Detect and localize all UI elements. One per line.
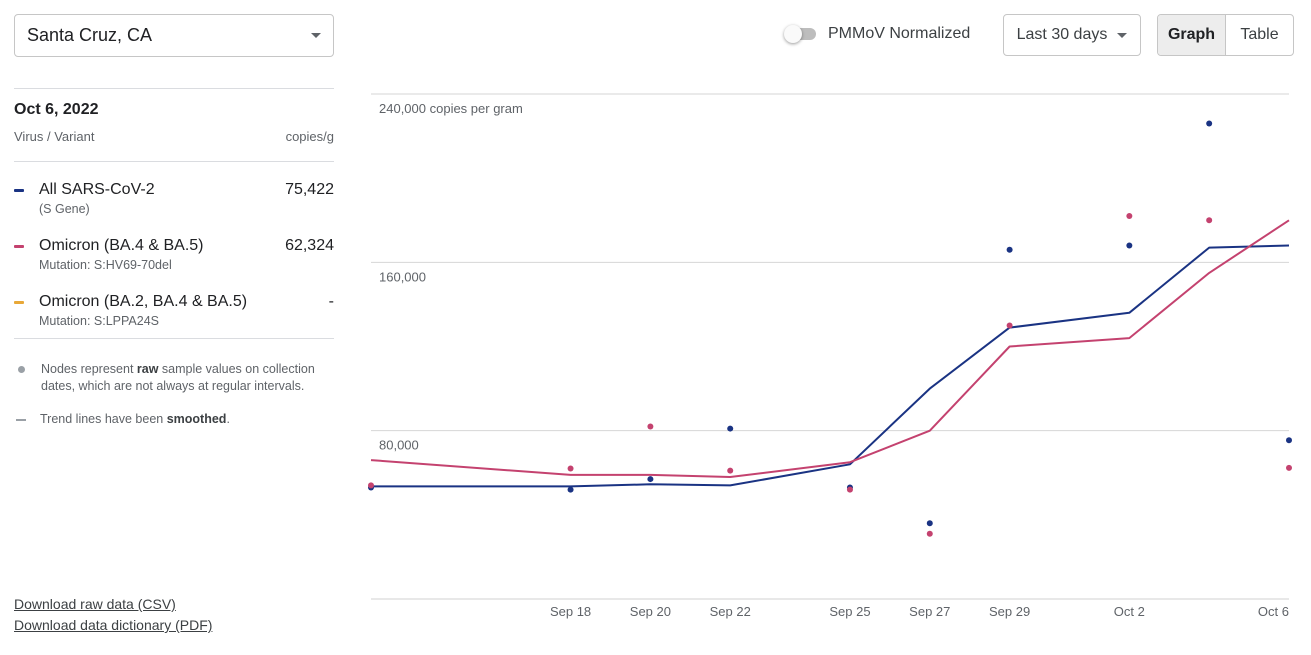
toggle-track[interactable] — [784, 25, 816, 43]
y-tick-label: 80,000 — [379, 438, 419, 453]
date-range-select[interactable]: Last 30 days — [1003, 14, 1141, 56]
variant-name: Omicron (BA.2, BA.4 & BA.5) — [39, 293, 248, 310]
data-point-series-1-2 — [647, 423, 654, 430]
variant-row-all-sars-cov-2[interactable]: All SARS-CoV-2 (S Gene) 75,422 — [14, 180, 334, 236]
note-text: sample values on collection dates, which… — [41, 362, 315, 393]
line-icon — [16, 419, 26, 421]
variant-name: Omicron (BA.4 & BA.5) — [39, 237, 204, 254]
x-tick-label: Sep 29 — [989, 604, 1030, 619]
date-range-value: Last 30 days — [1016, 26, 1108, 43]
legend-swatch-icon — [14, 245, 24, 248]
y-tick-label: 160,000 — [379, 269, 426, 284]
variant-row-omicron-ba4-ba5[interactable]: Omicron (BA.4 & BA.5) Mutation: S:HV69-7… — [14, 236, 334, 292]
data-point-series-1-1 — [567, 465, 574, 472]
data-point-series-1-3 — [727, 467, 734, 474]
variant-value: 62,324 — [285, 237, 334, 254]
data-point-series-0-7 — [1126, 242, 1133, 249]
chevron-down-icon — [1117, 32, 1128, 38]
variant-value: - — [328, 293, 334, 310]
download-pdf-link[interactable]: Download data dictionary (PDF) — [14, 617, 213, 633]
data-point-series-1-9 — [1286, 464, 1292, 471]
chart-notes: Nodes represent raw sample values on col… — [14, 361, 334, 428]
dot-icon — [18, 366, 25, 373]
pmmov-toggle[interactable]: PMMoV Normalized — [784, 25, 971, 43]
note-text: Nodes represent — [41, 362, 137, 376]
note-text: . — [226, 412, 230, 426]
trend-line-series-1 — [370, 219, 1290, 478]
data-point-series-0-6 — [1006, 246, 1013, 253]
y-tick-label: 240,000 copies per gram — [379, 101, 523, 116]
variant-panel: Oct 6, 2022 Virus / Variant copies/g All… — [14, 88, 334, 444]
legend-swatch-icon — [14, 189, 24, 192]
x-tick-label: Sep 25 — [829, 604, 870, 619]
data-point-series-0-5 — [926, 520, 933, 527]
x-tick-label: Sep 18 — [550, 604, 591, 619]
divider — [14, 161, 334, 162]
data-point-series-1-0 — [368, 482, 374, 489]
x-tick-label: Sep 22 — [710, 604, 751, 619]
data-point-series-1-7 — [1126, 213, 1133, 220]
data-point-series-1-6 — [1006, 322, 1013, 329]
variant-sub: Mutation: S:HV69-70del — [39, 258, 172, 272]
selected-date: Oct 6, 2022 — [14, 101, 99, 118]
column-headers: Virus / Variant copies/g — [14, 129, 334, 144]
col-copies: copies/g — [285, 129, 334, 144]
table-tab[interactable]: Table — [1240, 26, 1279, 43]
data-point-series-1-8 — [1206, 217, 1213, 224]
col-virus-variant: Virus / Variant — [14, 129, 95, 144]
variant-sub: Mutation: S:LPPA24S — [39, 314, 159, 328]
graph-tab[interactable]: Graph — [1158, 15, 1226, 55]
legend-swatch-icon — [14, 301, 24, 304]
divider — [14, 338, 334, 339]
location-select[interactable]: Santa Cruz, CA — [14, 14, 334, 57]
toggle-knob[interactable] — [784, 25, 802, 43]
data-point-series-1-5 — [926, 530, 933, 537]
variant-sub: (S Gene) — [39, 202, 90, 216]
pmmov-label: PMMoV Normalized — [828, 25, 971, 42]
x-tick-label: Oct 2 — [1114, 604, 1145, 619]
location-value: Santa Cruz, CA — [27, 25, 153, 45]
variant-list: All SARS-CoV-2 (S Gene) 75,422 Omicron (… — [14, 180, 334, 348]
note-trend: Trend lines have been smoothed. — [14, 411, 334, 428]
data-point-series-0-3 — [727, 425, 734, 432]
variant-row-omicron-ba2-ba4-ba5[interactable]: Omicron (BA.2, BA.4 & BA.5) Mutation: S:… — [14, 292, 334, 348]
download-links: Download raw data (CSV) Download data di… — [14, 594, 212, 636]
variant-name: All SARS-CoV-2 — [39, 181, 155, 198]
data-point-series-0-2 — [647, 476, 654, 483]
data-point-series-1-4 — [846, 486, 853, 493]
note-bold: raw — [136, 362, 159, 376]
data-point-series-0-9 — [1286, 437, 1292, 444]
chevron-down-icon — [311, 33, 321, 38]
x-tick-label: Sep 27 — [909, 604, 950, 619]
variant-value: 75,422 — [285, 181, 334, 198]
note-text: Trend lines have been — [40, 412, 167, 426]
download-csv-link[interactable]: Download raw data (CSV) — [14, 596, 176, 612]
note-bold: smoothed — [166, 412, 227, 426]
data-point-series-0-1 — [567, 486, 574, 493]
trend-line-series-0 — [371, 244, 1290, 488]
note-nodes: Nodes represent raw sample values on col… — [14, 361, 334, 395]
x-tick-label: Oct 6 — [1258, 604, 1289, 619]
view-toggle: Graph Table — [1157, 14, 1294, 56]
x-tick-label: Sep 20 — [630, 604, 671, 619]
data-point-series-0-8 — [1206, 120, 1213, 127]
divider — [14, 88, 334, 89]
